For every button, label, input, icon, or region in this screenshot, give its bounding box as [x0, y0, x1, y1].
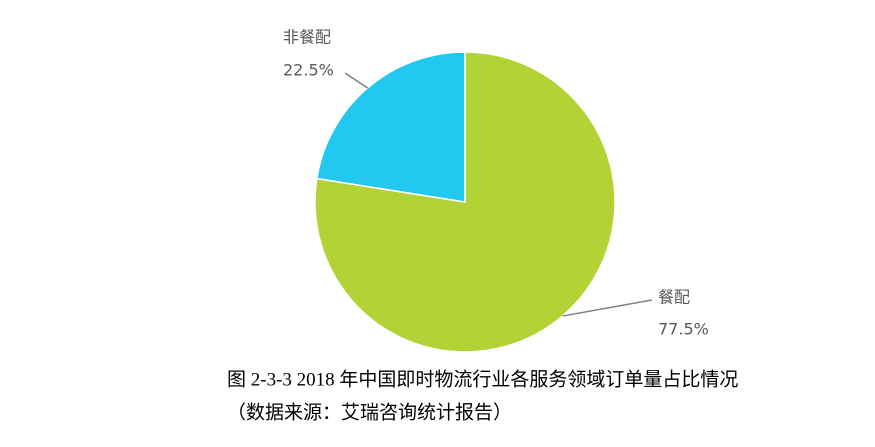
slice-label: 餐配: [658, 288, 690, 307]
slice-label: 非餐配: [283, 28, 331, 47]
pie-slice: [315, 51, 466, 203]
value-label: 22.5%: [283, 61, 334, 80]
value-label: 77.5%: [658, 320, 709, 339]
caption: 图 2-3-3 2018 年中国即时物流行业各服务领域订单量占比情况: [227, 368, 738, 390]
leader-line: [344, 72, 368, 89]
leader-line: [562, 299, 653, 317]
source-note: （数据来源：艾瑞咨询统计报告）: [227, 401, 512, 423]
